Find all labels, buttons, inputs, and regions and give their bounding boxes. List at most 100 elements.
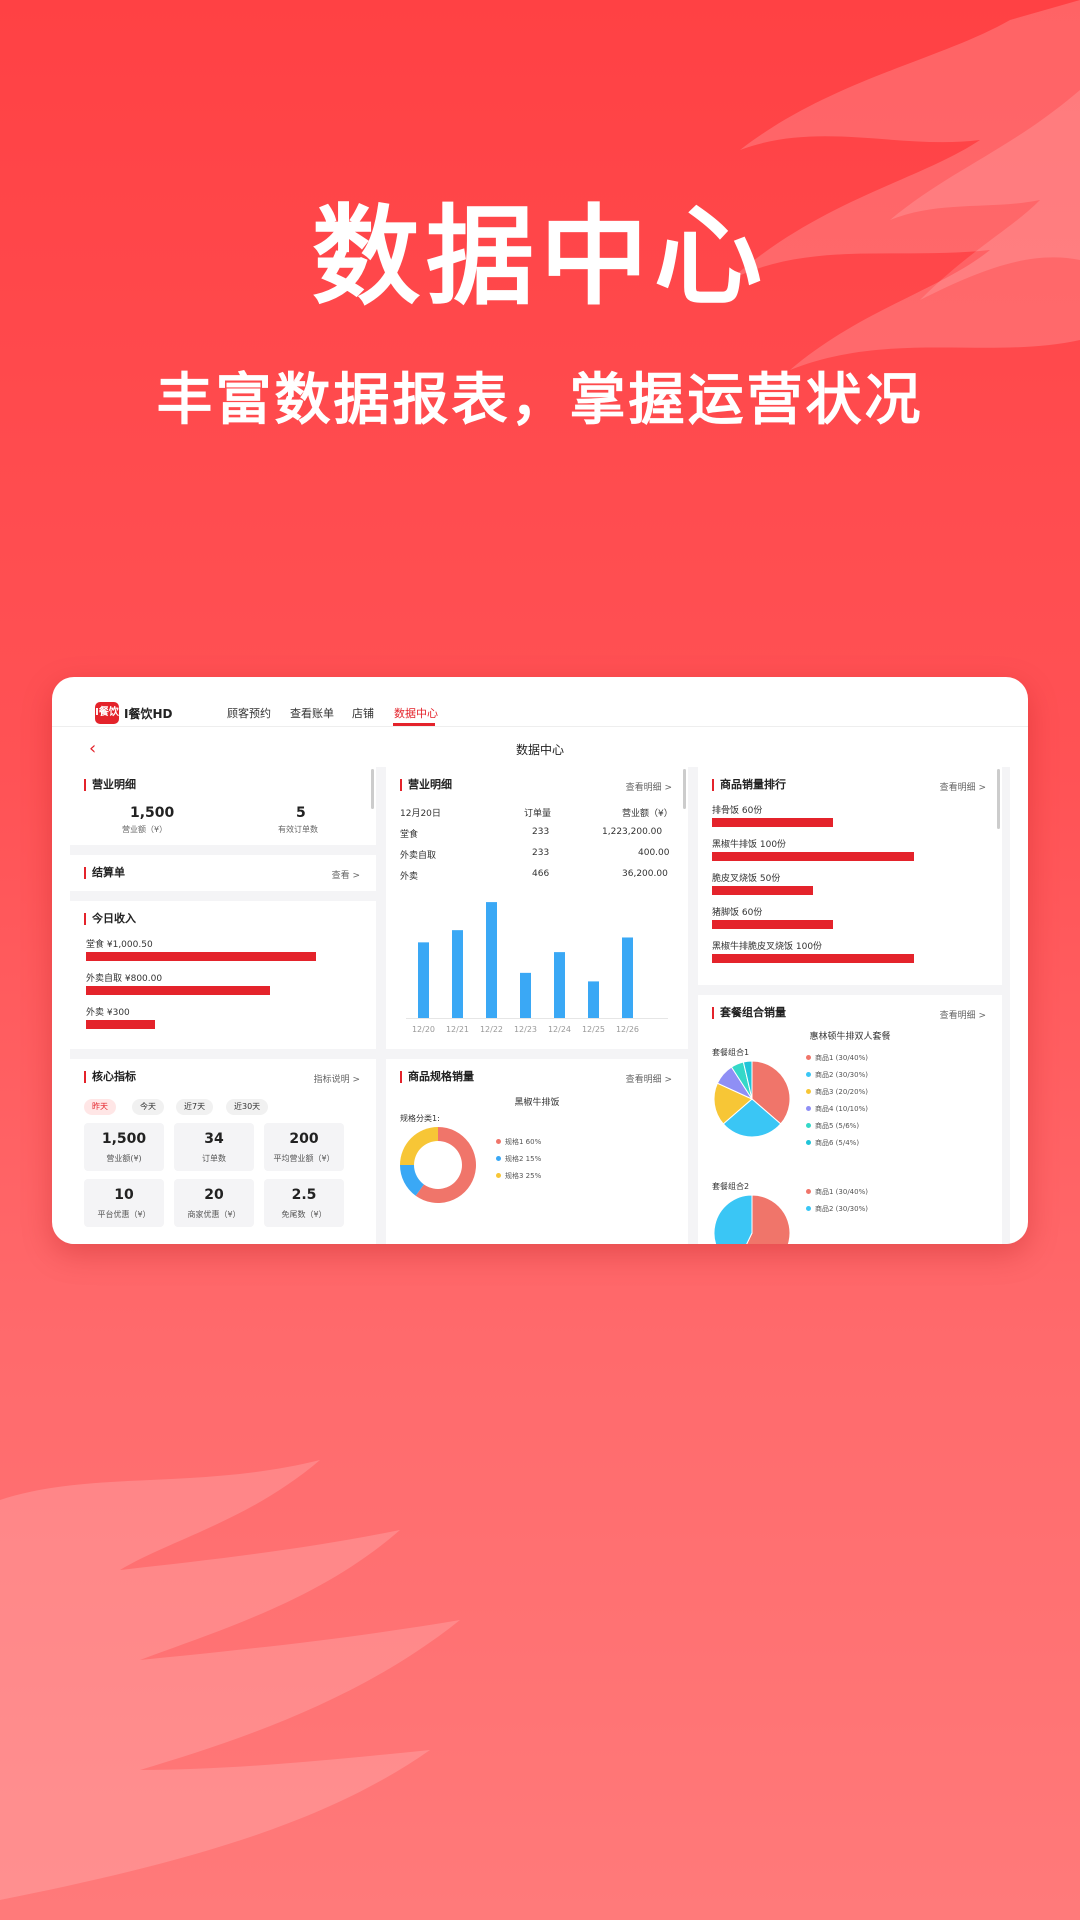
hero-subtitle: 丰富数据报表，掌握运营状况 [156, 368, 924, 433]
metric-tile: 200 平均营业额（¥） [264, 1123, 344, 1171]
combo-pie-chart [713, 1194, 791, 1244]
income-label-pickup: 外卖自取 ¥800.00 [86, 974, 163, 984]
pie-slice-5 [742, 1060, 753, 1100]
metrics-help-link[interactable]: 指标说明 > [313, 1075, 360, 1085]
table-cell: 堂食 [400, 830, 419, 840]
app-name: I餐饮HD [124, 707, 173, 721]
revenue-detail-card: 营业明细 查看明细 > 12月20日 订单量 营业额（¥） 堂食 233 1,2… [386, 767, 688, 1049]
revenue-summary-card: 营业明细 1,500 营业额（¥） 5 有效订单数 [70, 767, 376, 845]
chip-7-days[interactable]: 近7天 [176, 1099, 214, 1115]
scrollbar[interactable] [683, 769, 686, 809]
legend-dot [806, 1072, 811, 1077]
rank-bar [712, 954, 914, 963]
nav-active-indicator [393, 723, 435, 726]
legend-dot [806, 1189, 811, 1194]
legend-label: 商品4 (10/10%) [815, 1105, 868, 1113]
bar-12/25 [588, 981, 599, 1018]
income-label-delivery: 外卖 ¥300 [86, 1008, 130, 1018]
card-title: 营业明细 [84, 779, 136, 791]
nav-reservation[interactable]: 顾客预约 [227, 707, 271, 720]
legend-dot [496, 1156, 501, 1161]
metric-label: 平台优惠（¥） [97, 1210, 151, 1219]
table-header-revenue: 营业额（¥） [622, 809, 673, 819]
chip-yesterday[interactable]: 昨天 [84, 1099, 116, 1115]
bar-12/26 [622, 937, 633, 1018]
metric-tile: 34 订单数 [174, 1123, 254, 1171]
pie-slice-1 [722, 1098, 782, 1138]
combo-name: 惠林顿牛排双人套餐 [809, 1032, 891, 1042]
x-tick-label: 12/22 [480, 1025, 503, 1034]
card-title: 商品规格销量 [400, 1071, 474, 1083]
combo-group-label: 套餐组合2 [712, 1182, 750, 1191]
metric-label: 订单数 [202, 1154, 226, 1163]
chip-30-days[interactable]: 近30天 [226, 1099, 269, 1115]
ranking-view-link[interactable]: 查看明细 > [939, 783, 986, 793]
table-cell: 外卖自取 [400, 851, 437, 861]
income-label-dine-in: 堂食 ¥1,000.50 [86, 940, 153, 950]
metric-label: 商家优惠（¥） [187, 1210, 241, 1219]
pie-slice-2 [713, 1082, 753, 1125]
core-metrics-card: 核心指标 指标说明 > 昨天 今天 近7天 近30天 1,500 营业额(¥) … [70, 1059, 376, 1244]
legend-label: 商品5 (5/6%) [815, 1122, 860, 1130]
page-title: 数据中心 [515, 743, 564, 757]
scrollbar[interactable] [371, 769, 374, 809]
rank-label: 黑椒牛排脆皮叉烧饭 100份 [712, 942, 823, 952]
hero-title: 数据中心 [311, 195, 768, 320]
card-title: 结算单 [84, 867, 125, 879]
nav-data-center[interactable]: 数据中心 [394, 707, 438, 720]
settlement-view-link[interactable]: 查看 > [331, 871, 360, 881]
daily-revenue-bar-chart: 12/20 12/21 12/22 12/23 12/24 12/25 12/26 [406, 902, 668, 1034]
spec-donut-chart [400, 1127, 476, 1203]
revenue-label: 营业额（¥） [122, 825, 168, 834]
chip-today[interactable]: 今天 [132, 1099, 164, 1115]
income-bar-dine-in [86, 952, 316, 961]
legend-dot [806, 1140, 811, 1145]
bar-12/21 [452, 930, 463, 1018]
metric-tile: 1,500 营业额(¥) [84, 1123, 164, 1171]
table-cell: 外卖 [400, 872, 419, 882]
legend-dot [806, 1123, 811, 1128]
table-header-date: 12月20日 [400, 809, 441, 819]
legend-label: 商品6 (5/4%) [815, 1139, 860, 1147]
table-cell: 466 [532, 869, 550, 879]
metric-value: 10 [114, 1187, 134, 1203]
income-bar-pickup [86, 986, 270, 995]
rank-bar [712, 818, 833, 827]
nav-store[interactable]: 店铺 [352, 707, 374, 720]
metric-value: 1,500 [101, 1131, 147, 1147]
legend-label: 商品3 (20/20%) [815, 1088, 868, 1096]
legend-label: 规格3 25% [505, 1172, 542, 1180]
tablet-screen: I餐饮 I餐饮HD 顾客预约 查看账单 店铺 数据中心 ‹ 数据中心 营业明细 … [52, 677, 1028, 1244]
rank-bar [712, 920, 833, 929]
legend-label: 商品2 (30/30%) [815, 1071, 868, 1079]
income-bar-delivery [86, 1020, 155, 1029]
legend-label: 商品1 (30/40%) [815, 1054, 868, 1062]
bar-12/24 [554, 952, 565, 1018]
nav-bills[interactable]: 查看账单 [290, 707, 334, 720]
x-tick-label: 12/25 [582, 1025, 605, 1034]
table-header-orders: 订单量 [524, 809, 552, 819]
table-cell: 400.00 [638, 848, 670, 858]
donut-hole [414, 1141, 462, 1189]
metric-value: 20 [204, 1187, 224, 1203]
metric-label: 平均营业额（¥） [273, 1154, 335, 1163]
combo-view-link[interactable]: 查看明细 > [939, 1011, 986, 1021]
bar-12/22 [486, 902, 497, 1018]
legend-dot [496, 1139, 501, 1144]
app-logo: I餐饮 [95, 702, 119, 724]
legend-label: 规格1 60% [505, 1138, 542, 1146]
spec-product-name: 黑椒牛排饭 [514, 1098, 560, 1108]
card-title: 套餐组合销量 [712, 1007, 786, 1019]
x-tick-label: 12/24 [548, 1025, 571, 1034]
legend-dot [806, 1106, 811, 1111]
spec-view-link[interactable]: 查看明细 > [625, 1075, 672, 1085]
settlement-card[interactable]: 结算单 查看 > [70, 855, 376, 891]
detail-view-link[interactable]: 查看明细 > [625, 783, 672, 793]
scrollbar[interactable] [997, 769, 1000, 829]
legend-dot [806, 1089, 811, 1094]
metric-tile: 20 商家优惠（¥） [174, 1179, 254, 1227]
back-arrow-icon[interactable]: ‹ [89, 738, 97, 759]
legend-dot [806, 1206, 811, 1211]
legend-label: 规格2 15% [505, 1155, 542, 1163]
combo-group-label: 套餐组合1 [712, 1048, 750, 1057]
